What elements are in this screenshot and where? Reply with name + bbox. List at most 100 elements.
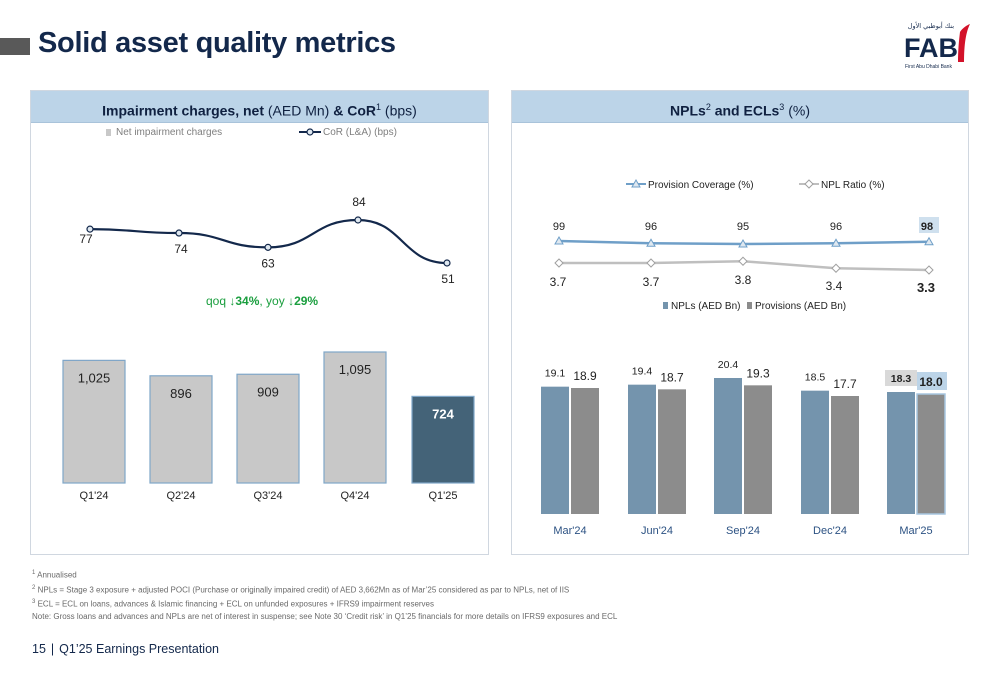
legend-marker-coverage [631,178,641,188]
coverage-point [831,238,841,247]
npl-bar [887,392,915,514]
yoy-label: , yoy [259,294,288,308]
npl-x-tick: Sep'24 [726,525,760,537]
npl-ratio-point [738,256,748,266]
npl-x-tick: Mar'25 [899,525,932,537]
provisions-bar [658,389,686,514]
impairment-title-unit: (AED Mn) [267,102,330,119]
page-title: Solid asset quality metrics [38,27,396,59]
footnote-3-text: ECL = ECL on loans, advances & Islamic f… [37,599,435,609]
impairment-bar [149,375,213,484]
npl-ratio-point [646,258,656,268]
legend-label-impairment: Net impairment charges [116,127,222,138]
npl-value-label: 19.4 [632,366,653,378]
npl-value-label: 18.5 [805,372,826,384]
impairment-panel-header: Impairment charges, net (AED Mn) & CoR1 … [31,91,488,123]
cor-value-label: 84 [352,195,366,209]
impairment-chart: Net impairment charges CoR (L&A) (bps) 1,0… [62,127,475,502]
footnote-2-sup: 2 [32,584,36,591]
fab-logo: بنك أبوظبي الأول FAB First Abu Dhabi Ban… [904,21,970,70]
impairment-bar [62,359,126,484]
impairment-x-tick: Q1'25 [428,490,457,502]
impairment-bar-label: 909 [257,384,279,399]
provisions-value-label: 17.7 [833,377,857,391]
impairment-bar [236,373,300,484]
cor-point [264,243,272,251]
legend-label-cor: CoR (L&A) (bps) [323,127,397,138]
cor-point [443,259,451,267]
impairment-bar [411,395,475,484]
impairment-title: Impairment charges, net [102,102,264,119]
impairment-x-tick: Q1'24 [79,490,108,502]
cor-value-label: 74 [174,242,188,256]
qoq-label: qoq [206,294,229,308]
provisions-label-highlight [917,372,947,390]
ecl-title: ECLs [743,102,780,119]
footer: 15 | Q1’25 Earnings Presentation [32,642,219,656]
cor-value-label: 63 [261,256,275,270]
coverage-value-label: 96 [645,221,657,233]
coverage-point [646,238,656,247]
footer-text: Q1’25 Earnings Presentation [59,642,219,656]
coverage-highlight-box [919,217,939,233]
npl-ratio-point [924,265,934,275]
footnote-3: 3 ECL = ECL on loans, advances & Islamic… [32,596,617,611]
npl-bar [714,378,742,514]
npl-bar [628,384,656,514]
provisions-value-label: 19.3 [746,366,770,380]
legend-swatch-impairment [106,129,111,136]
provisions-bar [571,388,599,514]
npl-ratio-value-label: 3.4 [826,279,843,293]
provisions-bar [916,393,946,515]
impairment-title-amp: & [333,102,344,119]
npl-ratio-value-label: 3.7 [550,275,567,289]
footnote-1-sup: 1 [32,570,36,576]
npl-ratio-value-label: 3.8 [735,273,752,287]
logo-swoosh-icon [958,24,970,62]
impairment-bar-label: 1,025 [78,370,111,385]
cor-point [86,225,94,233]
yoy-value: ↓29% [288,294,318,308]
logo-subtext: First Abu Dhabi Bank [905,64,952,70]
npl-title-unit: (%) [788,102,810,119]
impairment-title-bps: (bps) [384,102,417,119]
npl-bar [801,390,829,514]
npl-x-tick: Jun'24 [641,525,673,537]
legend-marker-cor [306,128,314,136]
provisions-bar [831,396,859,514]
legend-marker-npl-ratio [804,179,814,189]
provisions-value-label: 18.9 [573,369,597,383]
npl-x-tick: Dec'24 [813,525,847,537]
impairment-panel: Impairment charges, net (AED Mn) & CoR1 … [30,90,489,555]
cor-value-label: 51 [441,272,455,286]
npl-ratio-value-label: 3.3 [917,280,935,295]
title-accent-bar [0,38,30,55]
impairment-title-cor: CoR [347,102,377,119]
npl-ratio-point [831,263,841,273]
footer-page-number: 15 [32,642,46,656]
coverage-value-label: 99 [553,221,565,233]
legend-label-npl: NPLs (AED Bn) [671,301,740,312]
coverage-value-label: 96 [830,221,842,233]
coverage-value-label: 95 [737,221,749,233]
legend-label-provisions: Provisions (AED Bn) [755,301,846,312]
impairment-bar-label: 1,095 [339,362,372,377]
ecl-title-sup: 3 [779,102,785,112]
cor-value-label: 77 [79,232,93,246]
npl-chart: Provision Coverage (%) NPL Ratio (%) 99 96 9… [541,178,947,537]
legend-swatch-provisions [747,302,752,309]
npl-value-label: 20.4 [718,359,739,371]
footer-separator: | [50,642,55,656]
npl-bar [541,386,569,514]
footnote-note-text: Note: Gross loans and advances and NPLs … [32,611,618,621]
npl-x-tick: Mar'24 [553,525,586,537]
coverage-point [924,236,934,246]
impairment-x-tick: Q4'24 [340,490,369,502]
impairment-x-tick: Q3'24 [253,490,282,502]
footnote-3-sup: 3 [32,599,36,606]
npl-panel-header: NPLs2 and ECLs3 (%) [512,91,968,123]
legend-label-npl-ratio: NPL Ratio (%) [821,180,885,191]
legend-label-coverage: Provision Coverage (%) [648,180,754,191]
npl-title: NPLs [670,102,706,119]
npl-label-highlight [885,370,917,386]
